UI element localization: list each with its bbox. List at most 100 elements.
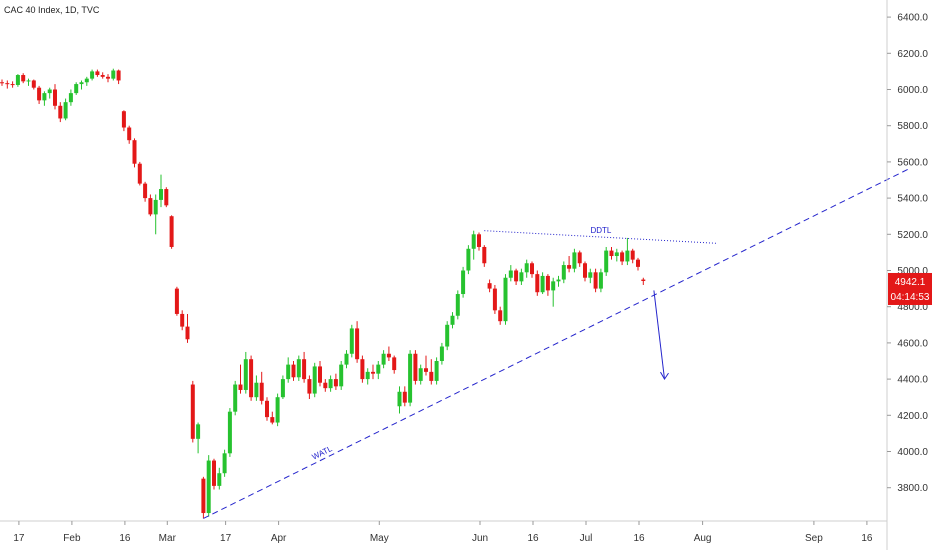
candle [636, 257, 640, 271]
candle [302, 351, 307, 383]
candle [360, 355, 365, 383]
candle [164, 187, 169, 208]
time-tick-label: 17 [220, 533, 232, 544]
candle [259, 371, 264, 405]
candle-body [222, 453, 227, 474]
candle [47, 87, 52, 99]
projection-arrow-head [660, 371, 669, 381]
candle-body [477, 234, 481, 247]
candle-body [68, 93, 73, 103]
candle-body [418, 368, 423, 381]
candle-body [598, 272, 603, 289]
candle [455, 290, 460, 320]
candle [482, 245, 487, 267]
candle [26, 78, 31, 86]
candle [212, 458, 216, 490]
candle [185, 313, 190, 343]
candle-body [514, 270, 519, 282]
candle-body [545, 275, 550, 291]
time-axis[interactable]: 17 Feb 16 Mar 17 Apr May Jun 16 Jul 16 Aug Sep 16 [13, 521, 873, 544]
candle-body [328, 379, 333, 389]
price-tick-label: 5000.0 [897, 266, 928, 277]
candle [593, 268, 598, 293]
time-tick-label: Sep [805, 533, 823, 544]
price-tick-label: 4000.0 [897, 447, 928, 458]
candle-body [392, 357, 397, 371]
candle-body [408, 353, 413, 403]
candle [381, 350, 386, 369]
candle [503, 274, 508, 325]
candle [551, 277, 556, 307]
candle [567, 256, 572, 273]
candle-body [487, 283, 492, 289]
price-tick-label: 5200.0 [897, 230, 928, 241]
candle-body [180, 313, 185, 327]
candle [291, 361, 296, 381]
candle [0, 79, 4, 86]
candle-body [641, 279, 646, 281]
candle-body [450, 315, 455, 325]
candle-body [227, 411, 232, 454]
candle-body [333, 379, 338, 387]
candle [307, 375, 312, 400]
candle-body [386, 353, 391, 358]
candle-body [238, 384, 243, 390]
time-tick-label: Apr [271, 533, 287, 544]
candle-body [259, 382, 264, 401]
candle [620, 250, 625, 266]
candle [609, 246, 614, 260]
time-tick-label: Aug [694, 533, 712, 544]
last-price-badge-bg [888, 272, 932, 305]
candle-body [312, 366, 317, 394]
candle [265, 397, 269, 421]
candle [42, 91, 47, 106]
time-tick-label: 16 [861, 533, 873, 544]
candle [217, 467, 222, 490]
candle [477, 232, 481, 251]
candle [572, 248, 577, 273]
price-tick-label: 5400.0 [897, 194, 928, 205]
candle [614, 248, 619, 262]
candle-body [625, 250, 630, 262]
candle-body [212, 460, 216, 486]
candle-body [492, 288, 497, 311]
candle-body [121, 111, 126, 128]
candle [355, 321, 360, 363]
candle [365, 368, 370, 385]
candle [180, 310, 185, 331]
candle [333, 373, 338, 390]
candle-body [201, 478, 206, 514]
candle-body [461, 270, 466, 295]
candle-body [344, 353, 349, 365]
candle [466, 245, 471, 275]
time-tick-label: 16 [527, 533, 539, 544]
candle-body [174, 288, 179, 314]
candle-body [47, 89, 52, 94]
candle [233, 380, 238, 416]
candle [169, 215, 174, 249]
candle-body [21, 75, 26, 82]
candle [296, 355, 301, 381]
price-tick-label: 4600.0 [897, 338, 928, 349]
candle [286, 357, 291, 383]
price-axis[interactable]: 3800.0 4000.0 4200.0 4400.0 4600.0 4800.0 5000… [887, 13, 928, 495]
candle [68, 89, 73, 106]
candle-body [551, 281, 556, 291]
candle [418, 364, 423, 385]
time-tick-label: 17 [13, 533, 25, 544]
candle [328, 375, 333, 392]
trendline-watl[interactable] [203, 168, 909, 519]
candle-body [503, 277, 508, 322]
candle [318, 361, 322, 387]
candle-body [413, 353, 418, 381]
candle [196, 422, 201, 454]
candle-body [355, 328, 360, 360]
candle [222, 449, 227, 477]
candle-body [249, 359, 254, 398]
candle [238, 364, 243, 394]
candle-body [132, 140, 137, 164]
time-tick-label: Jun [472, 533, 488, 544]
candle-body [15, 75, 20, 85]
candle-body [588, 272, 593, 278]
